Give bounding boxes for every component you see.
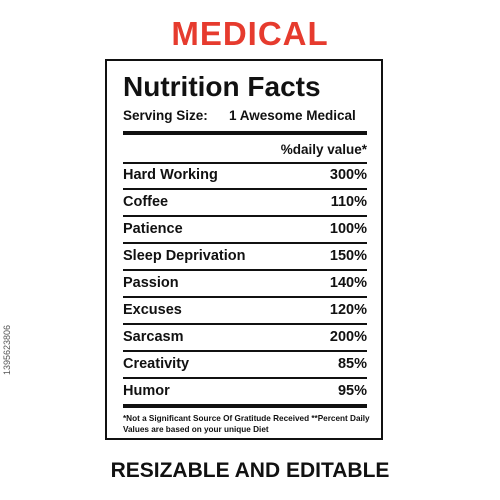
nutrient-value: 100% — [329, 221, 367, 237]
divider — [123, 350, 367, 352]
divider — [123, 242, 367, 244]
thick-divider — [123, 404, 367, 408]
nutrient-name: Hard Working — [123, 167, 218, 183]
label-title: Nutrition Facts — [123, 71, 321, 102]
nutrient-name: Coffee — [123, 194, 169, 210]
nutrition-label: Nutrition Facts Serving Size: 1 Awesome … — [105, 59, 383, 440]
nutrient-row: Coffee 110% — [123, 191, 367, 213]
nutrient-row: Humor 95% — [123, 380, 367, 402]
nutrient-name: Sleep Deprivation — [123, 248, 246, 264]
serving-size: Serving Size: 1 Awesome Medical — [123, 107, 367, 125]
nutrient-name: Patience — [123, 221, 183, 237]
nutrient-value: 150% — [329, 248, 367, 264]
nutrient-name: Sarcasm — [123, 329, 184, 345]
divider — [123, 188, 367, 190]
nutrient-row: Passion 140% — [123, 272, 367, 294]
nutrient-row: Patience 100% — [123, 218, 367, 240]
footnote: *Not a Significant Source Of Gratitude R… — [123, 414, 370, 434]
daily-value-header: %daily value* — [280, 142, 367, 157]
nutrient-row: Hard Working 300% — [123, 164, 367, 186]
nutrient-value: 140% — [329, 275, 367, 291]
serving-size-label: Serving Size: — [123, 108, 208, 123]
nutrient-value: 110% — [330, 194, 367, 210]
nutrient-value: 300% — [329, 167, 367, 183]
nutrient-name: Humor — [123, 383, 170, 399]
nutrient-value: 95% — [337, 383, 367, 399]
nutrient-name: Creativity — [123, 356, 190, 372]
nutrient-row: Sleep Deprivation 150% — [123, 245, 367, 267]
nutrient-value: 85% — [337, 356, 367, 372]
nutrient-row: Creativity 85% — [123, 353, 367, 375]
nutrient-row: Excuses 120% — [123, 299, 367, 321]
bottom-caption: RESIZABLE AND EDITABLE — [110, 459, 390, 482]
nutrient-value: 200% — [329, 329, 367, 345]
headline: MEDICAL — [171, 15, 329, 52]
thick-divider — [123, 131, 367, 135]
divider — [123, 323, 367, 325]
divider — [123, 215, 367, 217]
nutrient-name: Passion — [123, 275, 179, 291]
divider — [123, 162, 367, 164]
nutrient-value: 120% — [329, 302, 367, 318]
serving-size-value: 1 Awesome Medical — [229, 108, 356, 123]
divider — [123, 296, 367, 298]
divider — [123, 377, 367, 379]
nutrient-name: Excuses — [123, 302, 182, 318]
divider — [123, 269, 367, 271]
side-code: 1395623806 — [2, 324, 12, 375]
nutrient-row: Sarcasm 200% — [123, 326, 367, 348]
